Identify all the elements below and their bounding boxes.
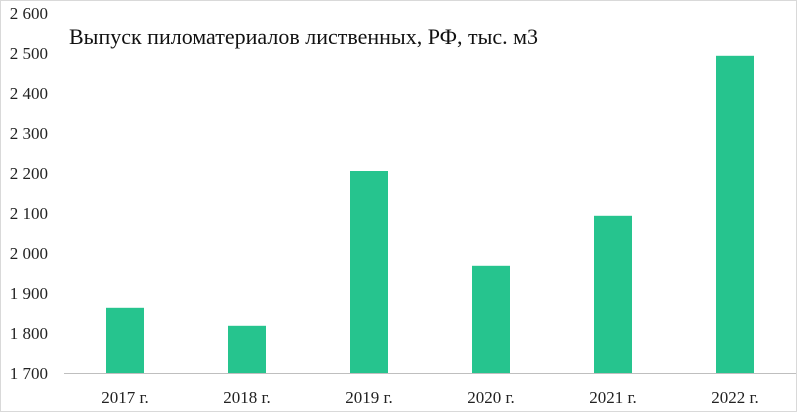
x-tick-label: 2017 г. [101,388,149,407]
y-tick-label: 2 100 [10,204,48,223]
y-tick-label: 2 000 [10,244,48,263]
bar [716,55,754,374]
y-tick-label: 2 400 [10,84,48,103]
y-tick-label: 1 700 [10,364,48,383]
x-tick-label: 2019 г. [345,388,393,407]
y-axis-ticks: 1 700 1 800 1 900 2 000 2 100 2 200 2 300 2 400… [10,4,48,383]
y-tick-label: 2 600 [10,4,48,23]
bar [594,215,632,373]
bars [106,55,754,374]
bar [106,307,144,373]
bar [350,171,388,373]
y-tick-label: 2 300 [10,124,48,143]
x-axis-labels: 2017 г. 2018 г. 2019 г. 2020 г. 2021 г. 2022 … [101,388,759,407]
chart-title: Выпуск пиломатериалов лиственных, РФ, ты… [69,24,538,49]
y-tick-label: 1 900 [10,284,48,303]
x-tick-label: 2020 г. [467,388,515,407]
y-tick-label: 2 500 [10,44,48,63]
y-tick-label: 2 200 [10,164,48,183]
bar [472,265,510,373]
bar [228,325,266,373]
x-tick-label: 2018 г. [223,388,271,407]
x-tick-label: 2022 г. [711,388,759,407]
y-tick-label: 1 800 [10,324,48,343]
x-tick-label: 2021 г. [589,388,637,407]
